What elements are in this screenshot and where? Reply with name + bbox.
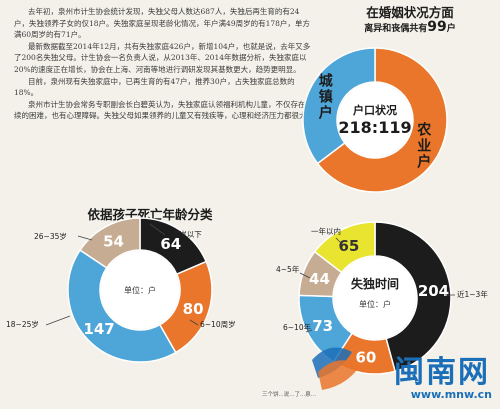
slice-leader-line bbox=[45, 315, 71, 326]
slice-category-label: 户 bbox=[417, 153, 431, 170]
slice-value-label: 204 bbox=[418, 282, 449, 300]
marriage-subtitle: 离异和丧偶共有99户 bbox=[330, 19, 490, 35]
slice-leader-line bbox=[299, 272, 311, 279]
marriage-title: 在婚姻状况方面 bbox=[366, 5, 454, 20]
donut-slice bbox=[313, 221, 376, 274]
age-chart-title: 依据孩子死亡年龄分类 bbox=[87, 207, 213, 222]
article-paragraph: 目前，泉州现有失独家庭中，已再生育的有47户，推养30户，占失独家庭总数的18%… bbox=[14, 76, 295, 98]
slice-value-label: 44 bbox=[309, 270, 330, 288]
center-label: 户口状况 bbox=[353, 103, 397, 117]
center-value: 218:119 bbox=[338, 118, 411, 137]
donut-slice bbox=[67, 249, 177, 363]
watermark-url: www.mnw.cn bbox=[410, 388, 492, 401]
slice-value-label: 80 bbox=[183, 300, 204, 318]
article-paragraph: 最新数据截至2014年12月，共有失独家庭426户，新增104户，也就是说，去年… bbox=[14, 41, 311, 74]
donut-center bbox=[334, 257, 416, 339]
slice-category-label: 26~35岁 bbox=[34, 231, 67, 241]
slice-leader-line bbox=[305, 329, 313, 333]
slice-category-label: 城 bbox=[319, 73, 333, 90]
slice-value-label: 65 bbox=[338, 237, 359, 255]
slice-category-label: 4~5年 bbox=[276, 264, 300, 274]
slice-value-label: 147 bbox=[83, 320, 114, 338]
donut-slice bbox=[302, 47, 376, 165]
slice-category-label: 5周岁以下 bbox=[167, 229, 202, 239]
article-paragraph: 泉州市计生协会常务专职副会长白碧英认为，失独家庭认领福利机构儿童，不仅存在手续的… bbox=[14, 99, 314, 121]
slice-category-label: 6~10年 bbox=[283, 322, 312, 332]
brand-logo-icon bbox=[318, 360, 360, 390]
donut-center bbox=[101, 251, 179, 329]
slice-leader-line bbox=[335, 237, 344, 246]
slice-value-label: 64 bbox=[160, 235, 181, 253]
slice-leader-line bbox=[189, 319, 199, 326]
center-label: 单位：户 bbox=[359, 299, 391, 309]
slice-category-label: 近1~3年 bbox=[457, 289, 488, 299]
slice-value-label: 60 bbox=[355, 348, 376, 366]
slice-category-label: 18~25岁 bbox=[6, 319, 39, 329]
slice-category-label: 一年以内 bbox=[311, 226, 341, 236]
slice-leader-line bbox=[149, 223, 166, 236]
article-paragraph: 去年初，泉州市计生协会统计发现，失独父母人数达687人，失独后再生育的有24户，… bbox=[14, 7, 310, 40]
chart-title: 失独时间 bbox=[351, 276, 399, 291]
slice-category-label: 户 bbox=[319, 105, 333, 122]
watermark-brand: 闽南网 bbox=[394, 355, 490, 390]
slice-category-label: 6~10周岁 bbox=[200, 319, 236, 329]
slice-category-label: 业 bbox=[417, 138, 431, 154]
donut-slice bbox=[79, 217, 141, 269]
donut-center bbox=[338, 83, 412, 157]
marriage-subtitle-suffix: 户 bbox=[446, 24, 456, 34]
slice-category-label: 镇 bbox=[319, 89, 333, 106]
bottom-caption: 三个饼...说...了...泉... bbox=[262, 392, 316, 398]
article-text: 去年初，泉州市计生协会统计发现，失独父母人数达687人，失独后再生育的有24户，… bbox=[14, 6, 314, 192]
slice-value-label: 73 bbox=[312, 317, 333, 335]
donut-slice bbox=[374, 221, 452, 373]
slice-value-label: 54 bbox=[103, 233, 124, 251]
donut-slice bbox=[316, 47, 448, 193]
slice-category-label: 农 bbox=[416, 121, 432, 138]
slice-leader-line bbox=[77, 235, 93, 241]
center-label: 单位：户 bbox=[124, 285, 156, 295]
marriage-subtitle-number: 99 bbox=[427, 19, 447, 35]
marriage-subtitle-prefix: 离异和丧偶共有 bbox=[364, 24, 428, 34]
